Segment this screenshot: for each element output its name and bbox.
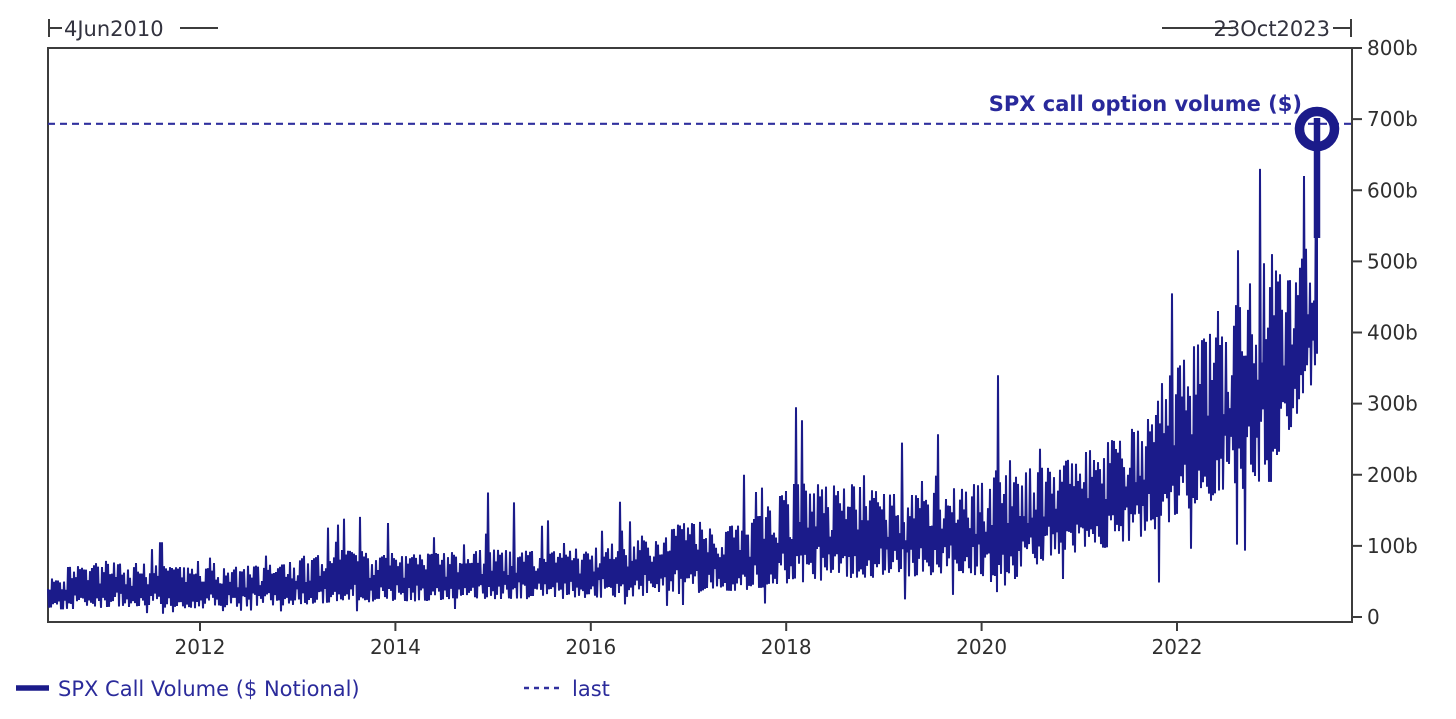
x-tick-label: 2022 bbox=[1152, 635, 1203, 659]
series-annotation: SPX call option volume ($) bbox=[989, 92, 1302, 116]
legend: SPX Call Volume ($ Notional) last bbox=[16, 677, 610, 701]
y-tick-label: 400b bbox=[1367, 321, 1418, 345]
y-tick-label: 300b bbox=[1367, 392, 1418, 416]
y-tick-label: 600b bbox=[1367, 178, 1418, 202]
x-tick-label: 2016 bbox=[565, 635, 616, 659]
x-tick-label: 2014 bbox=[370, 635, 421, 659]
date-range-end: 23Oct2023 bbox=[1162, 17, 1352, 41]
y-tick-label: 100b bbox=[1367, 534, 1418, 558]
date-range-start: 4Jun2010 bbox=[48, 17, 218, 41]
legend-last-label: last bbox=[572, 677, 610, 701]
series-line bbox=[47, 124, 1318, 614]
y-tick-label: 200b bbox=[1367, 463, 1418, 487]
series-spx-call-volume bbox=[47, 124, 1318, 614]
plot-border bbox=[47, 47, 1353, 623]
last-point-ring-marker bbox=[1294, 106, 1340, 152]
x-tick-label: 2012 bbox=[175, 635, 226, 659]
legend-series-label: SPX Call Volume ($ Notional) bbox=[58, 677, 360, 701]
y-tick-label: 800b bbox=[1367, 36, 1418, 60]
x-tick-label: 2020 bbox=[956, 635, 1007, 659]
end-date-label: 23Oct2023 bbox=[1214, 17, 1330, 41]
y-tick-label: 700b bbox=[1367, 107, 1418, 131]
x-axis-ticks: 2012 2014 2016 2018 2020 2022 bbox=[175, 622, 1203, 659]
y-axis-ticks: 0 100b 200b 300b 400b 500b 600b 700b 800b bbox=[1352, 36, 1418, 629]
start-date-label: 4Jun2010 bbox=[64, 17, 164, 41]
x-tick-label: 2018 bbox=[761, 635, 812, 659]
y-tick-label: 500b bbox=[1367, 249, 1418, 273]
y-tick-label: 0 bbox=[1367, 605, 1380, 629]
